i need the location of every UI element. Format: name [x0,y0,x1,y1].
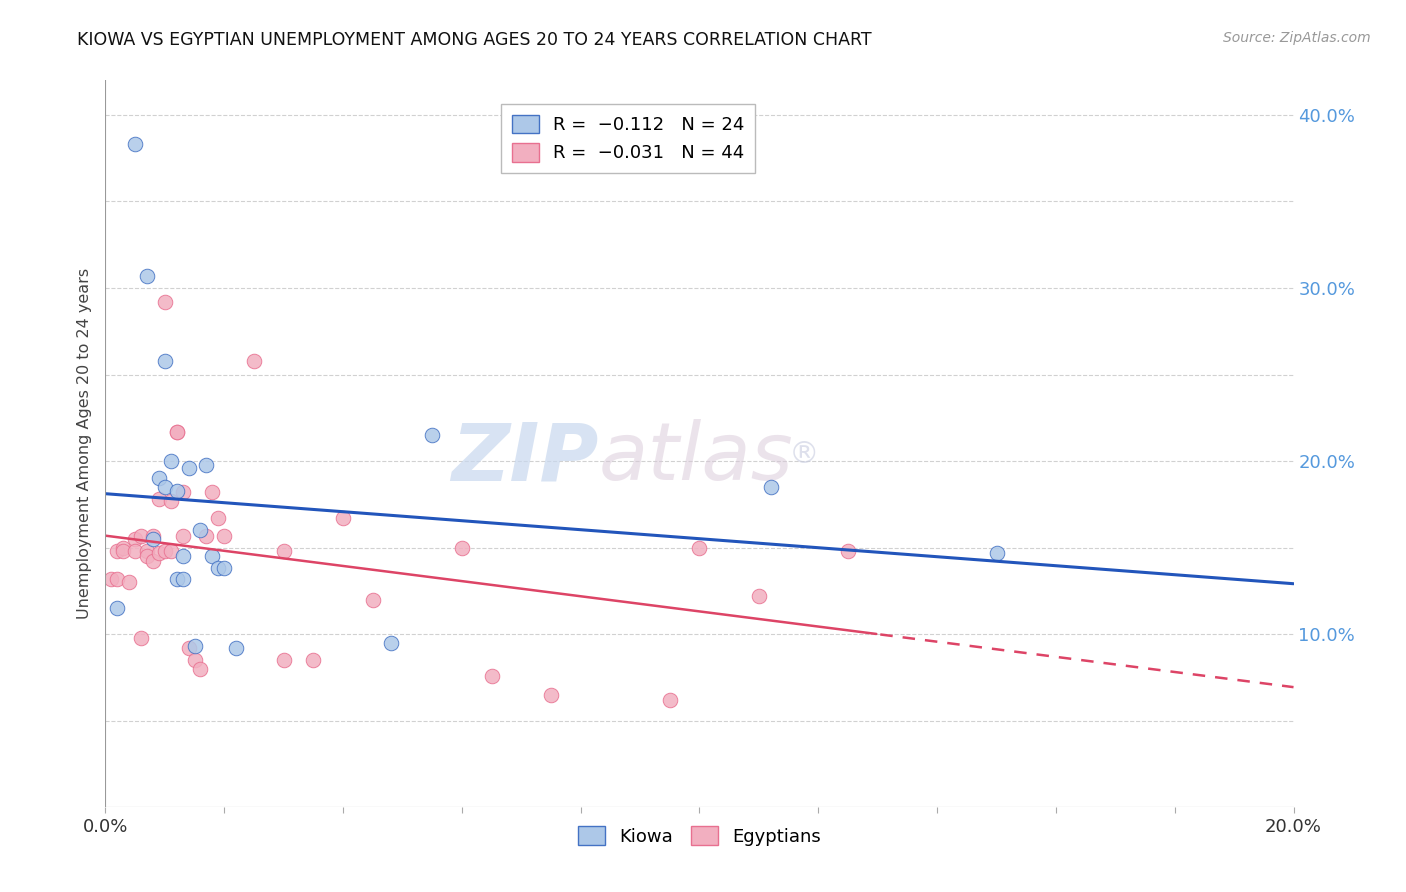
Point [183,653,205,667]
Point [214,528,236,542]
Point [225,640,247,655]
Point [100,572,122,586]
Legend: Kiowa, Egyptians: Kiowa, Egyptians [571,819,828,853]
Point [166,425,188,439]
Point [177,461,200,475]
Y-axis label: Unemployment Among Ages 20 to 24 years: Unemployment Among Ages 20 to 24 years [76,268,91,619]
Point [201,485,224,500]
Point [159,454,181,468]
Point [183,640,205,654]
Point [142,528,165,542]
Point [195,528,218,542]
Point [214,561,236,575]
Text: ®: ® [789,440,820,469]
Point [748,589,770,603]
Point [302,653,325,667]
Point [153,353,176,368]
Text: Source: ZipAtlas.com: Source: ZipAtlas.com [1223,31,1371,45]
Point [124,137,146,152]
Point [112,544,135,558]
Point [136,544,159,558]
Point [243,353,266,368]
Point [986,546,1008,560]
Point [159,544,181,558]
Point [148,492,170,507]
Point [153,480,176,494]
Point [190,662,212,676]
Point [540,688,562,702]
Point [142,532,165,546]
Point [129,631,152,645]
Point [207,561,229,575]
Text: KIOWA VS EGYPTIAN UNEMPLOYMENT AMONG AGES 20 TO 24 YEARS CORRELATION CHART: KIOWA VS EGYPTIAN UNEMPLOYMENT AMONG AGE… [77,31,872,49]
Point [166,425,188,439]
Point [201,549,224,564]
Text: ZIP: ZIP [451,419,599,498]
Point [136,549,159,564]
Point [195,458,218,472]
Point [361,592,384,607]
Point [148,546,170,560]
Point [124,532,146,546]
Point [380,636,402,650]
Point [166,483,188,498]
Point [105,572,128,586]
Point [159,494,181,508]
Point [273,653,295,667]
Point [172,485,194,500]
Point [837,544,859,558]
Point [118,575,141,590]
Point [112,541,135,555]
Point [129,528,152,542]
Point [658,693,681,707]
Point [153,294,176,309]
Point [124,544,146,558]
Text: atlas: atlas [599,419,793,498]
Point [136,268,159,283]
Point [759,480,782,494]
Point [177,640,200,655]
Point [172,572,194,586]
Point [105,544,128,558]
Point [148,471,170,485]
Point [166,572,188,586]
Point [105,601,128,615]
Point [450,541,472,555]
Point [273,544,295,558]
Point [190,524,212,538]
Point [332,511,354,525]
Point [420,428,443,442]
Point [481,669,503,683]
Point [172,528,194,542]
Point [207,511,229,525]
Point [689,541,711,555]
Point [153,544,176,558]
Point [142,554,165,568]
Point [172,549,194,564]
